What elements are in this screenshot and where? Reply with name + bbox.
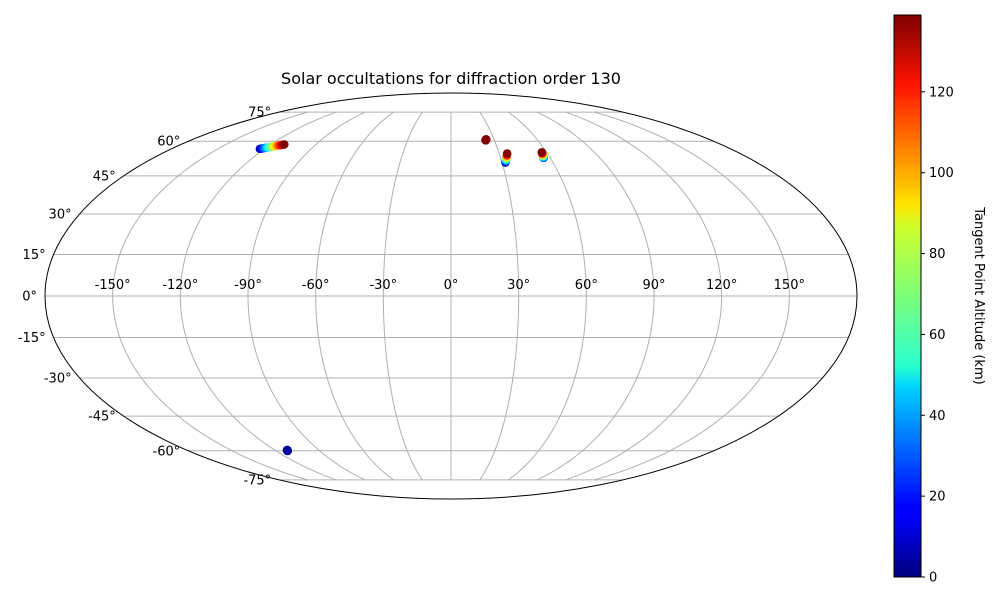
lon-tick-label: 90°	[642, 278, 665, 293]
lat-tick-label: 0°	[22, 290, 37, 305]
colorbar-tick-label: 40	[929, 409, 946, 424]
graticule	[45, 111, 857, 481]
data-point	[502, 149, 512, 158]
meridian-line	[247, 111, 366, 481]
lat-tick-label: 15°	[23, 248, 46, 263]
lat-tick-label: -15°	[18, 331, 46, 346]
lon-tick-label: 120°	[706, 278, 737, 293]
lon-tick-label: 60°	[575, 278, 598, 293]
scatter-points	[255, 135, 548, 456]
colorbar-tick-label: 80	[929, 247, 946, 262]
lon-tick-label: -30°	[369, 278, 397, 293]
chart-title: Solar occultations for diffraction order…	[281, 69, 621, 88]
colorbar-label: Tangent Point Altitude (km)	[971, 206, 986, 384]
colorbar	[893, 14, 922, 578]
meridian-line	[315, 111, 395, 481]
longitude-tick-labels: -150° -120° -90° -60° -30° 0° 30° 60° 90° 120° 150…	[95, 278, 805, 293]
meridian-line	[179, 111, 337, 481]
data-point	[537, 148, 546, 157]
lat-tick-label: 60°	[157, 135, 180, 150]
lon-tick-label: 150°	[774, 278, 805, 293]
lat-tick-label: 75°	[248, 106, 271, 121]
lat-tick-label: -45°	[88, 410, 116, 425]
colorbar-ticks: 0 20 40 60 80 100 120	[921, 85, 954, 586]
colorbar-tick-label: 20	[929, 490, 946, 505]
colorbar-tick-label: 60	[929, 328, 946, 343]
meridian-line	[565, 111, 723, 481]
map-outline	[44, 92, 858, 500]
data-point	[282, 445, 292, 455]
lat-tick-label: -30°	[44, 372, 72, 387]
meridian-line	[382, 111, 423, 481]
data-point	[481, 135, 491, 145]
lon-tick-label: -60°	[302, 278, 330, 293]
meridian-line	[536, 111, 655, 481]
meridian-line	[112, 111, 308, 481]
lon-tick-label: 0°	[444, 278, 459, 293]
lat-tick-label: 45°	[93, 169, 116, 184]
lat-tick-label: -75°	[243, 473, 271, 488]
colorbar-tick-label: 0	[929, 571, 937, 586]
lat-tick-label: 30°	[49, 207, 72, 222]
meridian-line	[507, 111, 587, 481]
latitude-tick-labels: -75° -60° -45° -30° -15° 0° 15° 30° 45° 60° 75°	[18, 106, 271, 489]
lon-tick-label: -150°	[95, 278, 131, 293]
lon-tick-label: 30°	[507, 278, 530, 293]
colorbar-tick-label: 120	[929, 85, 954, 100]
data-point	[280, 140, 289, 149]
lon-tick-label: -120°	[162, 278, 198, 293]
lon-tick-label: -90°	[234, 278, 262, 293]
colorbar-tick-label: 100	[929, 166, 954, 181]
meridian-line	[594, 111, 790, 481]
lat-tick-label: -60°	[153, 444, 181, 459]
